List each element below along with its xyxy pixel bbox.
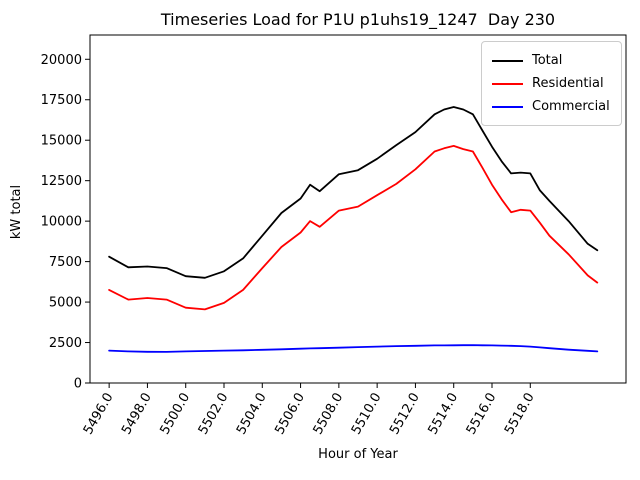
legend-entry-residential: Residential xyxy=(492,72,610,95)
legend-line-sample xyxy=(492,59,523,62)
y-tick-label: 2500 xyxy=(49,336,82,351)
x-tick-label: 5516.0 xyxy=(464,391,500,438)
x-tick-label: 5512.0 xyxy=(387,391,423,438)
legend-line-sample xyxy=(492,105,523,108)
legend-label: Total xyxy=(532,53,563,68)
series-line-residential xyxy=(108,144,599,311)
chart-title: Timeseries Load for P1U p1uhs19_1247 Day… xyxy=(160,10,555,30)
series-line-total xyxy=(108,106,599,279)
x-tick-label: 5500.0 xyxy=(157,391,193,438)
legend-label: Commercial xyxy=(532,99,610,114)
x-tick-label: 5514.0 xyxy=(425,391,461,438)
x-tick-label: 5508.0 xyxy=(311,391,347,438)
x-tick-label: 5510.0 xyxy=(349,391,385,438)
x-tick-label: 5498.0 xyxy=(119,391,155,438)
y-tick-label: 15000 xyxy=(41,134,82,149)
y-tick-label: 5000 xyxy=(49,296,82,311)
series-lines xyxy=(108,106,599,353)
legend-line-sample xyxy=(492,82,523,85)
legend-entry-total: Total xyxy=(492,49,610,72)
y-axis-label: kW total xyxy=(9,185,24,239)
y-tick-label: 0 xyxy=(74,377,82,392)
x-tick-label: 5504.0 xyxy=(234,391,270,438)
series-line-commercial xyxy=(108,344,599,353)
y-tick-label: 7500 xyxy=(49,255,82,270)
x-tick-label: 5502.0 xyxy=(196,391,232,438)
legend-entry-commercial: Commercial xyxy=(492,95,610,118)
x-tick-label: 5518.0 xyxy=(502,391,538,438)
x-axis-label: Hour of Year xyxy=(318,447,398,462)
y-tick-label: 10000 xyxy=(41,215,82,230)
legend: Total Residential Commercial xyxy=(481,41,622,126)
y-tick-label: 17500 xyxy=(41,93,82,108)
x-tick-label: 5496.0 xyxy=(81,391,117,438)
x-tick-label: 5506.0 xyxy=(272,391,308,438)
legend-label: Residential xyxy=(532,76,604,91)
y-tick-label: 12500 xyxy=(41,174,82,189)
y-tick-label: 20000 xyxy=(41,53,82,68)
plot-border xyxy=(89,34,627,384)
axis-ticks: 5496.0 5498.0 5500.0 5502.0 5504.0 5506.0 5508… xyxy=(41,53,538,438)
